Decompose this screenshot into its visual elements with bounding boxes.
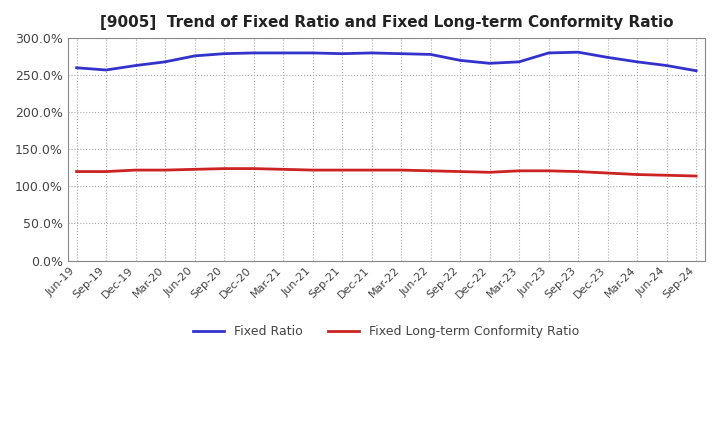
Fixed Long-term Conformity Ratio: [662, 172, 671, 178]
Fixed Ratio: [72, 65, 81, 70]
Fixed Long-term Conformity Ratio: [308, 168, 317, 173]
Fixed Ratio: [515, 59, 523, 65]
Legend: Fixed Ratio, Fixed Long-term Conformity Ratio: Fixed Ratio, Fixed Long-term Conformity …: [188, 320, 585, 343]
Fixed Long-term Conformity Ratio: [515, 168, 523, 173]
Fixed Long-term Conformity Ratio: [338, 168, 346, 173]
Fixed Long-term Conformity Ratio: [131, 168, 140, 173]
Fixed Ratio: [456, 58, 464, 63]
Fixed Ratio: [397, 51, 405, 56]
Fixed Long-term Conformity Ratio: [72, 169, 81, 174]
Fixed Ratio: [249, 50, 258, 55]
Title: [9005]  Trend of Fixed Ratio and Fixed Long-term Conformity Ratio: [9005] Trend of Fixed Ratio and Fixed Lo…: [99, 15, 673, 30]
Fixed Ratio: [161, 59, 169, 65]
Fixed Long-term Conformity Ratio: [220, 166, 228, 171]
Fixed Long-term Conformity Ratio: [633, 172, 642, 177]
Fixed Long-term Conformity Ratio: [397, 168, 405, 173]
Fixed Ratio: [574, 50, 582, 55]
Fixed Long-term Conformity Ratio: [161, 168, 169, 173]
Fixed Long-term Conformity Ratio: [456, 169, 464, 174]
Fixed Ratio: [662, 63, 671, 68]
Fixed Ratio: [338, 51, 346, 56]
Line: Fixed Ratio: Fixed Ratio: [76, 52, 696, 71]
Fixed Ratio: [131, 63, 140, 68]
Fixed Long-term Conformity Ratio: [426, 168, 435, 173]
Fixed Ratio: [220, 51, 228, 56]
Fixed Long-term Conformity Ratio: [190, 167, 199, 172]
Fixed Ratio: [367, 50, 376, 55]
Fixed Ratio: [692, 68, 701, 73]
Line: Fixed Long-term Conformity Ratio: Fixed Long-term Conformity Ratio: [76, 169, 696, 176]
Fixed Long-term Conformity Ratio: [485, 170, 494, 175]
Fixed Ratio: [485, 61, 494, 66]
Fixed Long-term Conformity Ratio: [279, 167, 287, 172]
Fixed Long-term Conformity Ratio: [249, 166, 258, 171]
Fixed Ratio: [633, 59, 642, 65]
Fixed Ratio: [544, 50, 553, 55]
Fixed Long-term Conformity Ratio: [102, 169, 110, 174]
Fixed Ratio: [279, 50, 287, 55]
Fixed Long-term Conformity Ratio: [544, 168, 553, 173]
Fixed Ratio: [603, 55, 612, 60]
Fixed Long-term Conformity Ratio: [692, 173, 701, 179]
Fixed Ratio: [308, 50, 317, 55]
Fixed Long-term Conformity Ratio: [367, 168, 376, 173]
Fixed Ratio: [426, 52, 435, 57]
Fixed Long-term Conformity Ratio: [603, 170, 612, 176]
Fixed Ratio: [102, 67, 110, 73]
Fixed Ratio: [190, 53, 199, 59]
Fixed Long-term Conformity Ratio: [574, 169, 582, 174]
